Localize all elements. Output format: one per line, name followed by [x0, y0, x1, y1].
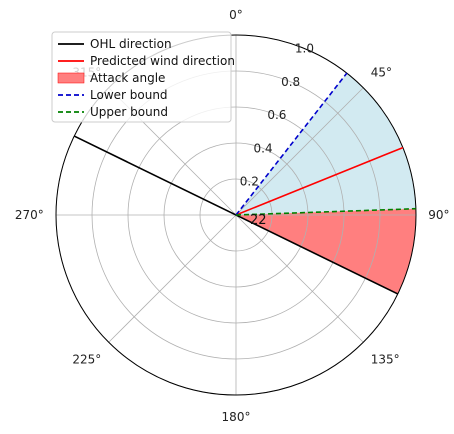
r-tick-label: 0.8	[281, 75, 300, 89]
theta-tick-label: 225°	[72, 353, 101, 367]
legend-box	[51, 31, 232, 123]
center-annotation: 22	[250, 213, 267, 228]
angular-gridline	[235, 214, 364, 343]
polar-frame	[55, 34, 417, 396]
r-tick-label: 0.2	[240, 175, 259, 189]
angular-gridline	[108, 214, 237, 343]
legend-label: Lower bound	[90, 88, 168, 102]
lower-bound-line	[235, 72, 348, 216]
predicted-wind-direction-line	[235, 146, 404, 216]
theta-tick-label: 0°	[229, 8, 243, 22]
r-tick-label: 0.4	[254, 141, 273, 155]
theta-tick-label: 135°	[371, 353, 400, 367]
theta-tick-label: 45°	[371, 65, 392, 79]
theta-tick-label: 180°	[222, 410, 251, 424]
legend-label: Predicted wind direction	[90, 54, 235, 68]
legend-swatch	[57, 72, 85, 84]
uncertainty-band	[236, 73, 416, 215]
theta-tick-label: 90°	[428, 208, 449, 222]
r-tick-label: 1.0	[295, 42, 314, 56]
upper-bound-line	[235, 207, 416, 216]
attack-angle-wedge	[236, 208, 417, 294]
angular-gridline	[235, 87, 364, 216]
r-tick-label: 0.6	[267, 108, 286, 122]
legend-label: OHL direction	[90, 37, 172, 51]
legend-label: Attack angle	[90, 71, 165, 85]
legend-label: Upper bound	[90, 105, 168, 119]
theta-tick-label: 270°	[15, 208, 44, 222]
